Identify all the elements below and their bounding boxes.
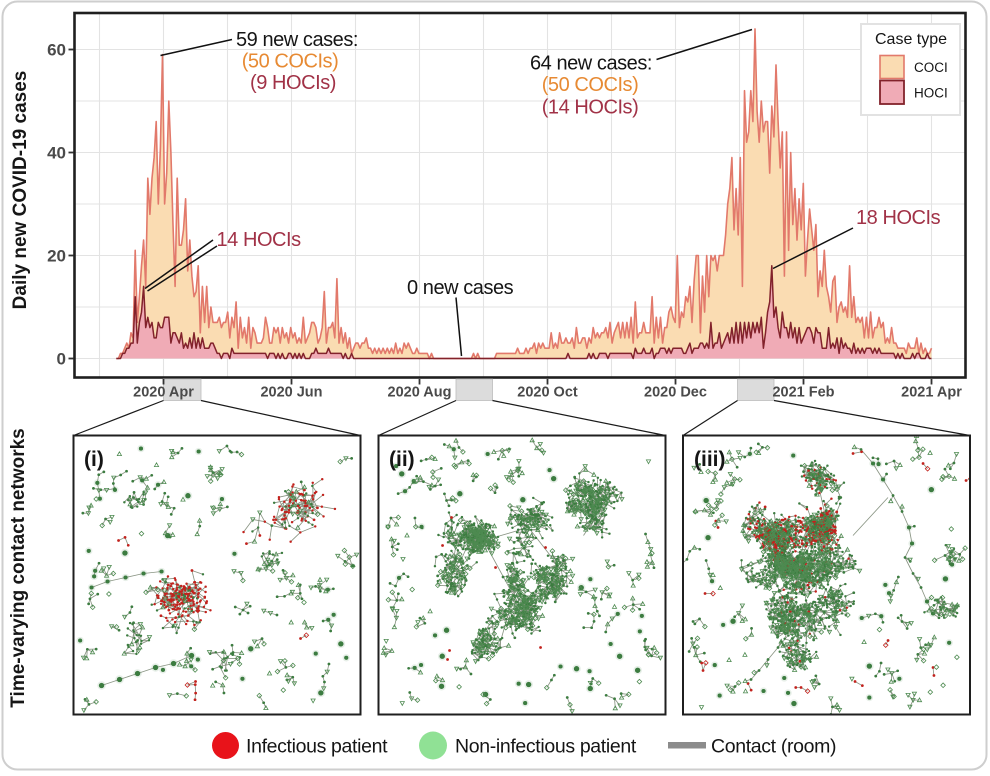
svg-text:HOCI: HOCI: [914, 86, 948, 101]
svg-text:(iii): (iii): [694, 448, 726, 471]
svg-text:2020 Aug: 2020 Aug: [388, 385, 452, 401]
svg-text:2020 Jun: 2020 Jun: [260, 385, 322, 401]
svg-text:(ii): (ii): [389, 448, 415, 471]
svg-text:COCI: COCI: [914, 60, 948, 75]
svg-text:2020 Oct: 2020 Oct: [517, 385, 578, 401]
svg-text:0 new cases: 0 new cases: [407, 277, 514, 299]
svg-text:2021 Feb: 2021 Feb: [772, 385, 834, 401]
svg-text:59 new cases:: 59 new cases:: [236, 29, 358, 51]
svg-text:(14 HOCIs): (14 HOCIs): [542, 97, 639, 119]
svg-text:64 new cases:: 64 new cases:: [530, 53, 652, 75]
svg-text:60: 60: [47, 41, 66, 60]
svg-text:0: 0: [57, 350, 66, 369]
svg-text:Contact (room): Contact (room): [711, 736, 836, 758]
svg-text:40: 40: [47, 144, 66, 163]
svg-text:(i): (i): [84, 448, 104, 471]
svg-text:Time-varying contact networks: Time-varying contact networks: [8, 428, 29, 707]
svg-text:2021 Apr: 2021 Apr: [901, 385, 962, 401]
svg-text:(50 COCIs): (50 COCIs): [242, 51, 339, 73]
svg-text:2020 Apr: 2020 Apr: [133, 385, 194, 401]
svg-text:(9 HOCIs): (9 HOCIs): [250, 72, 336, 94]
svg-text:20: 20: [47, 247, 66, 266]
svg-text:Infectious patient: Infectious patient: [246, 736, 388, 758]
svg-text:Non-infectious patient: Non-infectious patient: [455, 736, 637, 758]
svg-text:Case type: Case type: [875, 31, 947, 48]
svg-text:(50 COCIs): (50 COCIs): [542, 74, 639, 96]
svg-text:18 HOCIs: 18 HOCIs: [856, 207, 941, 229]
svg-text:14 HOCIs: 14 HOCIs: [217, 229, 302, 251]
svg-text:2020 Dec: 2020 Dec: [644, 385, 707, 401]
svg-text:Daily new COVID-19 cases: Daily new COVID-19 cases: [10, 71, 31, 310]
